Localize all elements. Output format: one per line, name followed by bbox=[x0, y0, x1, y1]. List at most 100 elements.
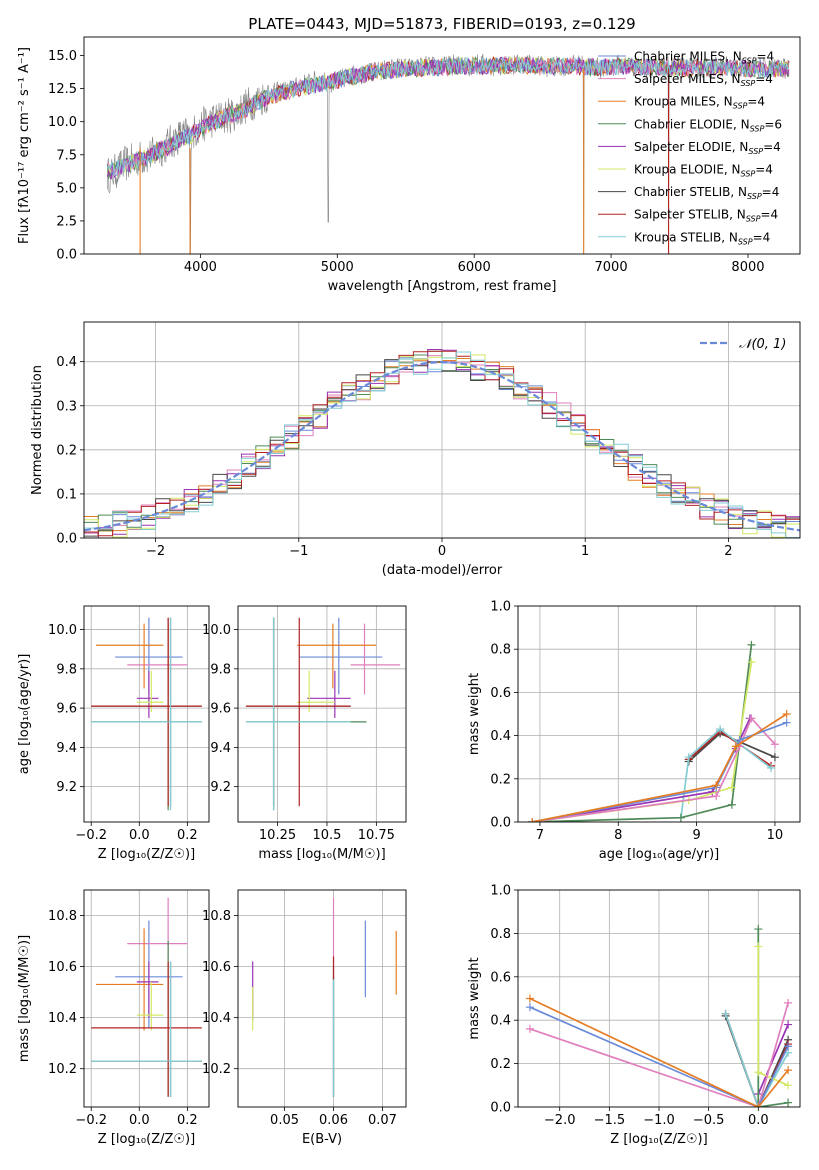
y-tick-label: 10.6 bbox=[202, 960, 231, 975]
x-tick-label: −2.0 bbox=[544, 1113, 576, 1128]
mass-vs-metallicity-panel: −0.2 0.0 0.2 10.2 10.4 10.6 10.8 Z [log₁₀(Z/Z☉)… bbox=[17, 889, 210, 1147]
model-spectrum-kroupa_stelib bbox=[106, 56, 790, 177]
ssp-line-kroupa_miles bbox=[531, 713, 788, 822]
legend-label: Salpeter ELODIE, N bbox=[634, 140, 748, 154]
ssp-line-kroupa_stelib bbox=[724, 1013, 789, 1107]
ssp-marker-kroupa_elodie bbox=[727, 783, 736, 792]
legend-subscript: SSP bbox=[750, 124, 765, 133]
y-tick-label: 0.4 bbox=[490, 729, 511, 744]
legend-count: =4 bbox=[762, 185, 780, 199]
ssp-marker-kroupa_miles bbox=[528, 818, 537, 822]
gaussian-reference-line bbox=[84, 360, 800, 532]
x-tick-label: 7000 bbox=[595, 260, 628, 275]
ssp-marker-kroupa_miles bbox=[525, 994, 534, 1003]
x-tick-label: −0.5 bbox=[693, 1113, 725, 1128]
x-tick-label: 6000 bbox=[458, 260, 491, 275]
ssp-marker-chabrier_miles bbox=[735, 735, 744, 744]
legend-entry-salpeter_stelib: Salpeter STELIB, NSSP=4 bbox=[634, 208, 778, 224]
axes-frame bbox=[237, 605, 407, 823]
x-tick-label: 10.75 bbox=[358, 828, 395, 843]
y-tick-label: 10.6 bbox=[48, 960, 77, 975]
y-axis-label: age [log₁₀(age/yr)] bbox=[17, 654, 32, 775]
ssp-marker-chabrier_miles bbox=[782, 718, 791, 727]
y-tick-label: 10.8 bbox=[48, 909, 77, 924]
y-tick-label: 0.8 bbox=[490, 643, 511, 658]
y-tick-label: 10.0 bbox=[48, 115, 77, 130]
residuals-panel: −2 −1 0 1 2 0.0 0.1 0.2 0.3 0.4 (data-model)/error… bbox=[30, 321, 801, 578]
y-tick-label: 5.0 bbox=[56, 181, 77, 196]
ssp-marker-kroupa_miles bbox=[784, 1066, 793, 1075]
x-tick-label: 0.2 bbox=[177, 1113, 198, 1128]
legend-subscript: SSP bbox=[733, 102, 748, 111]
y-tick-label: 0.0 bbox=[56, 248, 77, 263]
legend-label: Chabrier MILES, N bbox=[634, 50, 742, 64]
x-axis-label: E(B-V) bbox=[302, 1132, 342, 1147]
x-tick-label: −1 bbox=[289, 544, 308, 559]
x-tick-label: 0.06 bbox=[319, 1113, 348, 1128]
y-tick-label: 9.8 bbox=[210, 662, 231, 677]
y-tick-label: 0.6 bbox=[490, 970, 511, 985]
legend-count: =4 bbox=[755, 163, 773, 177]
legend-label: Kroupa ELODIE, N bbox=[634, 163, 741, 177]
y-axis-label: Normed distribution bbox=[30, 365, 45, 495]
x-axis-label: Z [log₁₀(Z/Z☉)] bbox=[610, 1132, 707, 1147]
legend-entry-salpeter_miles: Salpeter MILES, NSSP=4 bbox=[634, 72, 773, 88]
legend-count: =4 bbox=[753, 230, 771, 244]
ssp-marker-chabrier_elodie bbox=[784, 1098, 793, 1107]
y-axis-label: mass [log₁₀(M/M☉)] bbox=[17, 935, 32, 1062]
x-tick-label: 10 bbox=[767, 828, 784, 843]
legend-count: =4 bbox=[756, 50, 774, 64]
legend-count: =4 bbox=[760, 208, 778, 222]
legend-entry-chabrier_elodie: Chabrier ELODIE, NSSP=6 bbox=[634, 117, 782, 133]
ssp-marker-chabrier_stelib bbox=[770, 753, 779, 762]
legend-subscript: SSP bbox=[746, 215, 761, 224]
plot-area bbox=[518, 890, 800, 1107]
histogram-kroupa_stelib bbox=[84, 351, 800, 538]
ssp-line-kroupa_miles bbox=[529, 997, 789, 1107]
legend-subscript: SSP bbox=[742, 57, 757, 66]
ssp-marker-kroupa_stelib bbox=[684, 753, 693, 762]
y-tick-label: 9.4 bbox=[210, 741, 231, 756]
axes-frame bbox=[237, 889, 407, 1108]
x-tick-label: 9 bbox=[692, 828, 700, 843]
ssp-marker-kroupa_elodie bbox=[747, 658, 756, 667]
legend-count: =4 bbox=[747, 95, 765, 109]
y-tick-label: 10.4 bbox=[48, 1011, 77, 1026]
x-axis-label: mass [log₁₀(M/M☉)] bbox=[258, 847, 385, 862]
ssp-marker-salpeter_miles bbox=[770, 740, 779, 749]
y-tick-label: 10.2 bbox=[48, 1062, 77, 1077]
legend-subscript: SSP bbox=[747, 192, 762, 201]
x-tick-label: 1 bbox=[581, 544, 589, 559]
x-tick-label: 10.25 bbox=[259, 828, 296, 843]
x-tick-label: 0.05 bbox=[270, 1113, 299, 1128]
y-tick-label: 0.8 bbox=[490, 927, 511, 942]
x-tick-label: 0.2 bbox=[177, 828, 198, 843]
y-tick-label: 9.2 bbox=[210, 780, 231, 795]
legend-label: Chabrier STELIB, N bbox=[634, 185, 747, 199]
legend-count: =4 bbox=[763, 140, 781, 154]
ssp-line-salpeter_elodie bbox=[757, 1024, 789, 1095]
ssp-marker-kroupa_miles bbox=[782, 710, 791, 718]
plot-area bbox=[106, 53, 790, 254]
ssp-marker-kroupa_elodie bbox=[784, 1081, 793, 1090]
plot-area bbox=[84, 322, 800, 538]
ssp-line-kroupa_stelib bbox=[680, 727, 772, 818]
mass-weight-vs-metallicity-panel: −2.0 −1.5 −1.0 −0.5 0.0 0.0 0.2 0.4 0.6 0.8 1.0 Z [… bbox=[467, 884, 801, 1147]
ssp-marker-salpeter_elodie bbox=[784, 1020, 793, 1029]
x-tick-label: 0.07 bbox=[368, 1113, 397, 1128]
ssp-marker-chabrier_miles bbox=[784, 1042, 793, 1051]
legend-entry-kroupa_elodie: Kroupa ELODIE, NSSP=4 bbox=[634, 163, 773, 179]
legend-subscript: SSP bbox=[741, 79, 756, 88]
ssp-marker-salpeter_miles bbox=[525, 1024, 534, 1033]
x-axis-label: age [log₁₀(age/yr)] bbox=[599, 847, 720, 862]
y-tick-label: 0.1 bbox=[56, 487, 77, 502]
y-tick-label: 10.0 bbox=[48, 623, 77, 638]
y-tick-label: 2.5 bbox=[56, 214, 77, 229]
plot-area bbox=[84, 890, 209, 1107]
legend-entry-chabrier_stelib: Chabrier STELIB, NSSP=4 bbox=[634, 185, 779, 201]
ssp-line-salpeter_miles bbox=[531, 716, 776, 822]
y-tick-label: 10.2 bbox=[202, 1062, 231, 1077]
x-tick-label: −0.2 bbox=[75, 1113, 107, 1128]
y-axis-label: mass weight bbox=[467, 957, 482, 1039]
x-tick-label: 0.0 bbox=[129, 1113, 150, 1128]
